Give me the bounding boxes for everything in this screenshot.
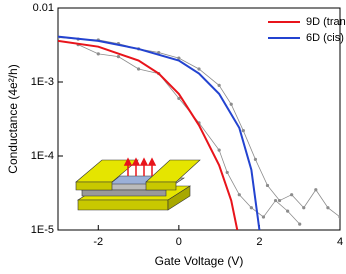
data-point (249, 206, 253, 210)
data-point (177, 56, 181, 60)
device-inset (75, 157, 201, 211)
x-axis-label: Gate Voltage (V) (155, 254, 244, 268)
series-line (58, 35, 261, 230)
data-point (225, 170, 229, 175)
legend-label: 9D (trans) (306, 16, 346, 28)
y-tick-label: 1E-4 (31, 150, 54, 162)
data-point (116, 55, 121, 59)
data-point (136, 67, 141, 71)
data-point (197, 67, 201, 71)
y-axis-label: Conductance (4e²/h) (6, 64, 20, 173)
y-tick-label: 1E-5 (31, 224, 54, 236)
data-point (157, 50, 161, 55)
x-tick-label: 4 (337, 236, 343, 248)
data-point (286, 209, 290, 213)
data-point (290, 193, 294, 197)
data-point (314, 188, 318, 192)
y-tick-label: 1E-3 (31, 76, 54, 88)
plot-frame (57, 7, 341, 231)
data-point (261, 215, 266, 219)
data-point (338, 215, 340, 219)
data-point (96, 52, 100, 56)
data-point (253, 157, 257, 161)
series-line (58, 39, 239, 230)
data-point (302, 206, 306, 210)
data-point (326, 206, 330, 210)
data-point (241, 129, 245, 133)
data-point (237, 193, 241, 197)
data-point (265, 183, 270, 188)
data-point (177, 96, 181, 101)
plot-area (58, 35, 340, 230)
data-point (273, 198, 278, 203)
x-tick-label: 2 (256, 236, 262, 248)
data-point (217, 83, 221, 87)
x-tick-label: 0 (176, 236, 182, 248)
y-tick-label: 0.01 (33, 2, 54, 14)
legend-label: 6D (cis) (306, 32, 344, 44)
data-point (277, 198, 282, 203)
data-point (229, 102, 233, 106)
data-point (217, 148, 221, 152)
data-point (298, 222, 302, 226)
x-tick-label: -2 (93, 236, 103, 248)
